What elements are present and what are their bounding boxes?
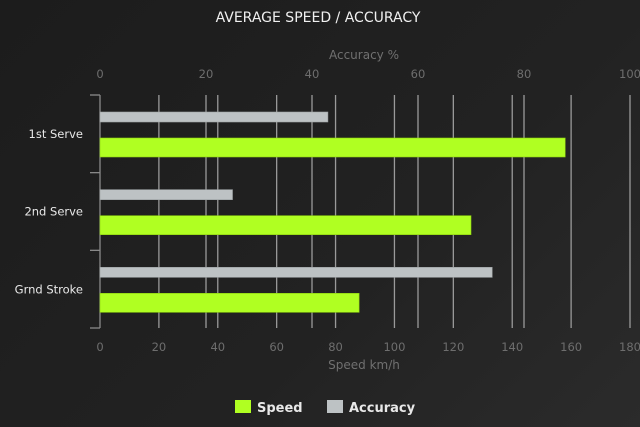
bottom-axis-label: Speed km/h <box>328 358 400 372</box>
bar-speed <box>99 215 472 235</box>
tick-label-speed: 160 <box>560 340 582 354</box>
bar-speed <box>99 137 566 158</box>
tick-label-speed: 60 <box>269 340 284 354</box>
top-axis-label: Accuracy % <box>329 48 399 62</box>
legend-swatch-accuracy <box>327 400 343 413</box>
tick-label-speed: 100 <box>383 340 405 354</box>
tick-label-speed: 20 <box>152 340 167 354</box>
category-label: Grnd Stroke <box>15 282 83 296</box>
tick-label-accuracy: 0 <box>96 67 103 81</box>
legend-label-accuracy: Accuracy <box>349 401 416 416</box>
tick-label-speed: 0 <box>96 340 103 354</box>
category-label: 2nd Serve <box>24 205 83 219</box>
bar-accuracy <box>99 267 493 278</box>
tick-label-speed: 80 <box>328 340 343 354</box>
tick-label-accuracy: 60 <box>411 67 426 81</box>
tick-label-speed: 140 <box>501 340 523 354</box>
tick-label-accuracy: 80 <box>517 67 532 81</box>
bar-accuracy <box>99 189 233 200</box>
legend-swatch-speed <box>235 400 251 413</box>
category-label: 1st Serve <box>29 127 83 141</box>
legend-label-speed: Speed <box>257 401 303 416</box>
tick-label-accuracy: 40 <box>305 67 320 81</box>
bar-speed <box>99 293 360 313</box>
bar-accuracy <box>99 111 329 123</box>
chart-title: AVERAGE SPEED / ACCURACY <box>216 10 421 26</box>
legend: Speed Accuracy <box>235 400 416 416</box>
tick-label-accuracy: 100 <box>619 67 640 81</box>
tick-label-speed: 120 <box>442 340 464 354</box>
tick-label-speed: 180 <box>619 340 640 354</box>
tick-label-speed: 40 <box>210 340 225 354</box>
tick-label-accuracy: 20 <box>199 67 214 81</box>
